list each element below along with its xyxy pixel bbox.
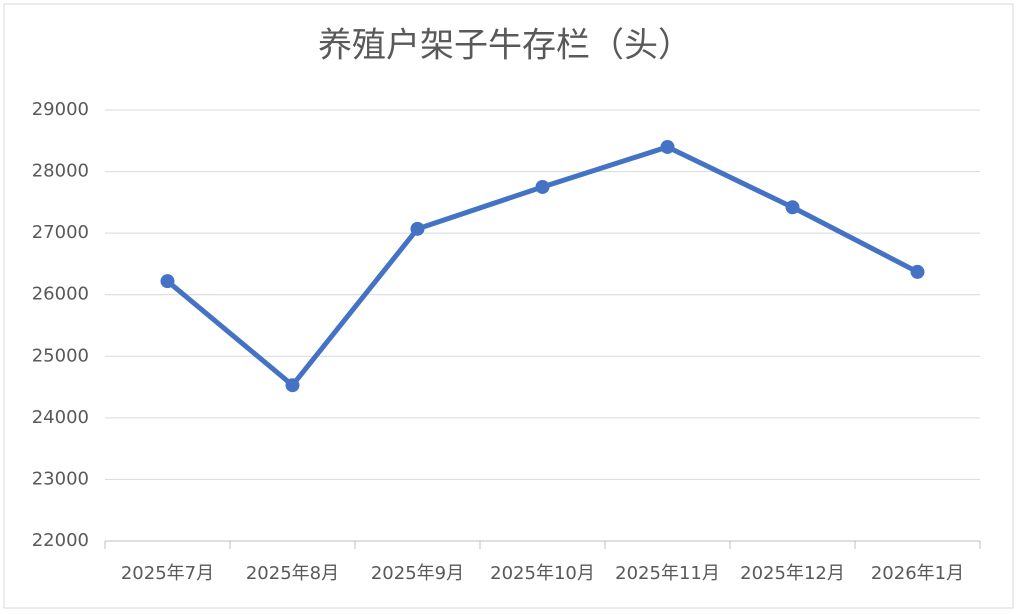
x-tick-label: 2025年10月 xyxy=(490,563,595,584)
data-point xyxy=(285,378,300,393)
data-point xyxy=(410,221,425,236)
chart-border xyxy=(3,3,1014,609)
y-tick-label: 28000 xyxy=(32,161,89,182)
x-tick-label: 2025年11月 xyxy=(615,563,720,584)
data-point xyxy=(785,200,800,215)
y-tick-label: 27000 xyxy=(32,222,89,243)
y-tick-label: 25000 xyxy=(32,345,89,366)
x-tick-label: 2025年7月 xyxy=(121,563,214,584)
chart-title: 养殖户架子牛存栏（头） xyxy=(318,26,692,66)
y-tick-label: 29000 xyxy=(32,99,89,120)
data-point xyxy=(660,139,675,154)
y-tick-label: 24000 xyxy=(32,407,89,428)
y-tick-label: 26000 xyxy=(32,284,89,305)
y-tick-label: 23000 xyxy=(32,468,89,489)
x-tick-label: 2025年8月 xyxy=(246,563,339,584)
data-point xyxy=(535,179,550,194)
y-tick-label: 22000 xyxy=(32,530,89,551)
x-tick-label: 2025年12月 xyxy=(740,563,845,584)
data-point xyxy=(160,274,175,289)
x-tick-label: 2025年9月 xyxy=(371,563,464,584)
x-tick-label: 2026年1月 xyxy=(871,563,964,584)
data-point xyxy=(910,264,925,279)
